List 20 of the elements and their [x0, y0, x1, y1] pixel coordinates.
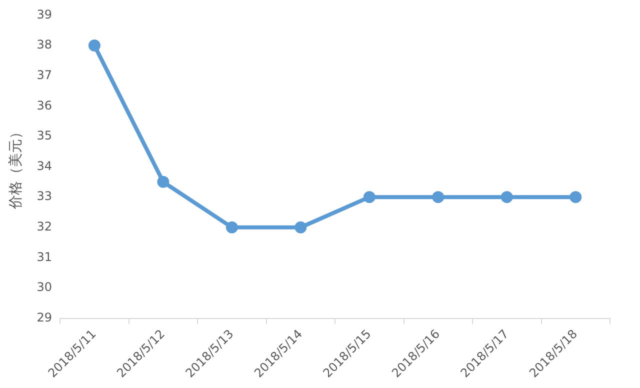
point — [157, 176, 170, 188]
y-axis-title: 价格（美元） — [8, 124, 24, 210]
y-tick-label: 32 — [36, 220, 52, 234]
y-tick-label: 35 — [36, 128, 52, 143]
point — [500, 191, 513, 204]
y-tick-label: 34 — [36, 158, 52, 173]
y-tick-label: 36 — [36, 98, 52, 112]
point — [294, 221, 307, 234]
y-tick-label: 33 — [36, 189, 52, 204]
y-tick-label: 30 — [36, 280, 52, 294]
y-tick-label: 37 — [36, 68, 52, 82]
point — [432, 191, 444, 204]
point — [570, 191, 582, 204]
y-tick-label: 38 — [36, 38, 52, 52]
point — [88, 40, 100, 52]
y-tick-label: 39 — [36, 7, 52, 22]
point — [226, 221, 238, 234]
y-tick-label: 29 — [36, 310, 52, 324]
point — [363, 191, 376, 204]
y-tick-label: 31 — [36, 250, 52, 264]
